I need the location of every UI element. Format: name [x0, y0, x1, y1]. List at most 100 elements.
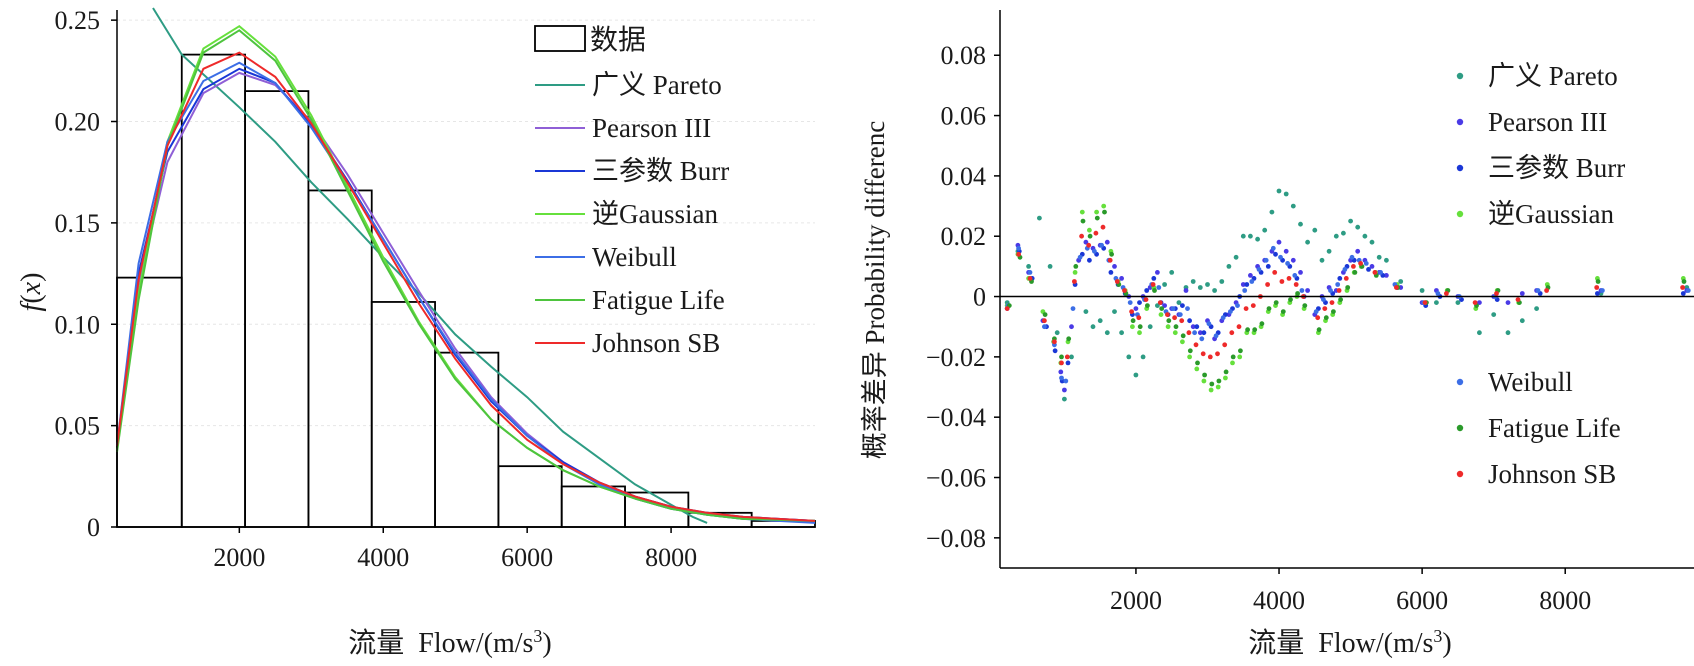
- left-ylabel-close: ): [16, 273, 47, 282]
- left-ylabel-x: x: [16, 281, 47, 295]
- diff-point-weibull: [1349, 254, 1355, 260]
- diff-point-johnson-sb: [1343, 276, 1349, 281]
- diff-point-burr: [1366, 267, 1371, 272]
- diff-point-fatigue-life: [1352, 270, 1358, 275]
- diff-point-weibull: [1600, 288, 1605, 293]
- diff-point-johnson-sb: [1072, 279, 1077, 284]
- diff-point-burr: [1337, 276, 1343, 281]
- fit-line-gaussian: [116, 24, 816, 522]
- diff-point-pareto: [1162, 282, 1167, 287]
- diff-point-weibull: [1063, 378, 1069, 384]
- diff-point-gaussian: [1158, 312, 1164, 317]
- diff-point-gaussian: [1187, 354, 1192, 360]
- diff-point-weibull: [1285, 261, 1290, 266]
- diff-point-pareto: [1226, 264, 1232, 269]
- diff-point-johnson-sb: [1222, 342, 1228, 348]
- diff-point-pearson-iii: [1083, 239, 1089, 245]
- diff-point-burr: [1052, 348, 1058, 354]
- left-y-tick-label: 0.20: [55, 108, 101, 137]
- diff-point-pareto: [1491, 312, 1497, 317]
- diff-point-fatigue-life: [1331, 309, 1336, 314]
- left-x-ticks: 2000 4000 6000 8000: [213, 527, 697, 572]
- diff-point-pearson-iii: [1477, 300, 1482, 305]
- legend-marker-burr: [1456, 164, 1464, 172]
- fit-line-johnson-sb: [116, 51, 816, 522]
- diff-point-pearson-iii: [1519, 291, 1525, 296]
- diff-point-gaussian: [1172, 330, 1178, 336]
- diff-point-burr: [1108, 270, 1114, 275]
- diff-point-pareto: [1026, 264, 1031, 269]
- diff-point-pearson-iii: [1112, 264, 1117, 269]
- diff-point-gaussian: [1137, 330, 1142, 336]
- legend-label-weibull: Weibull: [1488, 367, 1573, 397]
- diff-point-weibull: [1228, 309, 1233, 314]
- diff-point-johnson-sb: [1680, 285, 1685, 290]
- legend-label-pearson-iii: Pearson III: [592, 113, 711, 143]
- diff-point-johnson-sb: [1315, 315, 1321, 321]
- diff-point-weibull: [1321, 297, 1326, 302]
- left-chart-pdf: 2000 4000 6000 8000 0 0.05 0.10 0.15 0.20 0.25 f…: [16, 6, 816, 659]
- diff-point-pearson-iii: [1505, 300, 1511, 305]
- diff-point-pareto: [1355, 224, 1361, 230]
- diff-point-pareto: [1384, 257, 1389, 263]
- diff-point-pearson-iii: [1298, 270, 1303, 275]
- diff-point-fatigue-life: [1087, 233, 1093, 239]
- left-y-tick-label: 0: [87, 513, 100, 542]
- diff-point-gaussian: [1094, 209, 1099, 215]
- right-y-tick-label: −0.06: [926, 464, 986, 493]
- diff-point-johnson-sb: [1059, 360, 1064, 366]
- diff-point-pareto: [1119, 330, 1124, 336]
- diff-point-weibull: [1249, 279, 1255, 284]
- diff-point-fatigue-life: [1273, 300, 1279, 305]
- right-xlabel-cn: 流量: [1248, 627, 1304, 659]
- diff-point-pareto: [1333, 233, 1339, 239]
- diff-point-johnson-sb: [1172, 315, 1177, 321]
- diff-point-fatigue-life: [1187, 348, 1193, 354]
- diff-point-fatigue-life: [1323, 315, 1329, 321]
- diff-point-johnson-sb: [1351, 264, 1356, 269]
- diff-point-pareto: [1083, 309, 1089, 314]
- left-y-axis-label: f(x): [16, 273, 47, 312]
- diff-point-johnson-sb: [1016, 251, 1021, 257]
- right-y-tick-label: 0.02: [941, 222, 987, 251]
- histogram-bar: [307, 189, 373, 528]
- diff-point-johnson-sb: [1250, 303, 1256, 308]
- diff-point-burr: [1595, 291, 1600, 296]
- diff-point-fatigue-life: [1137, 324, 1143, 330]
- right-y-axis-label: 概率差异 Probability differenc: [860, 121, 890, 459]
- left-x-tick-label: 2000: [213, 543, 265, 572]
- diff-point-johnson-sb: [1179, 318, 1185, 324]
- diff-point-fatigue-life: [1152, 288, 1157, 293]
- diff-point-weibull: [1206, 321, 1212, 327]
- diff-point-burr: [1201, 330, 1207, 336]
- diff-point-pareto: [1519, 318, 1525, 324]
- left-y-tick-label: 0.05: [55, 412, 101, 441]
- diff-point-pearson-iii: [1197, 330, 1203, 336]
- diff-point-johnson-sb: [1236, 324, 1242, 330]
- legend-label-pareto: 广义 Pareto: [592, 70, 722, 100]
- diff-point-weibull: [1378, 270, 1383, 275]
- diff-point-fatigue-life: [1252, 327, 1258, 333]
- diff-point-weibull: [1099, 242, 1104, 248]
- left-legend: 数据 广义 Pareto Pearson III 三参数 Burr 逆Gaussian…: [534, 24, 729, 358]
- diff-point-pearson-iii: [1283, 248, 1289, 254]
- diff-point-pearson-iii: [1369, 264, 1375, 269]
- diff-point-fatigue-life: [1259, 321, 1265, 327]
- diff-point-johnson-sb: [1286, 276, 1292, 281]
- diff-point-pareto: [1319, 257, 1325, 263]
- diff-point-gaussian: [1237, 354, 1243, 360]
- diff-point-johnson-sb: [1515, 297, 1521, 302]
- diff-point-johnson-sb: [1243, 306, 1249, 311]
- diff-point-burr: [1187, 318, 1192, 324]
- diff-point-pareto: [1190, 279, 1196, 284]
- diff-point-johnson-sb: [1129, 309, 1134, 314]
- diff-point-fatigue-life: [1316, 327, 1322, 333]
- diff-point-burr: [1087, 257, 1092, 263]
- diff-point-johnson-sb: [1329, 300, 1335, 305]
- diff-point-johnson-sb: [1107, 257, 1113, 263]
- left-y-tick-label: 0.10: [55, 310, 101, 339]
- diff-point-weibull: [1170, 306, 1176, 311]
- diff-point-weibull: [1220, 315, 1226, 321]
- diff-point-weibull: [1092, 248, 1097, 254]
- diff-point-johnson-sb: [1122, 288, 1127, 293]
